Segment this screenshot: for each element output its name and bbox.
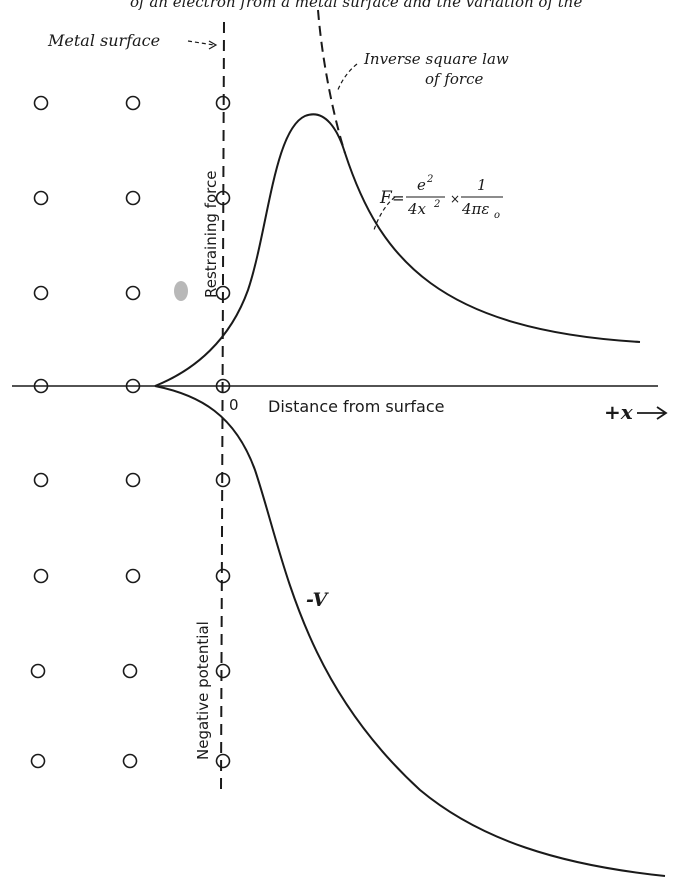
origin-label: 0: [229, 396, 239, 414]
negative-potential-curve: [154, 385, 666, 877]
formula-lhs: F: [379, 188, 393, 208]
atom-circle: [30, 753, 46, 769]
atom-circle: [33, 285, 49, 301]
x-axis-end-label: +x: [604, 400, 634, 424]
atom-lattice: [30, 95, 231, 769]
atom-circle: [215, 753, 231, 769]
formula-num1-exp: 2: [426, 174, 433, 185]
atom-circle: [30, 663, 46, 679]
atom-circle: [33, 472, 49, 488]
atom-circle: [122, 753, 138, 769]
metal-surface-line: [220, 21, 225, 791]
restraining-force-curve: [154, 113, 641, 387]
inverse-square-label-line2: of force: [425, 70, 484, 88]
atom-circle: [215, 568, 231, 584]
atom-circle: [125, 95, 141, 111]
atom-circle: [125, 190, 141, 206]
formula-den1-exp: 2: [433, 199, 440, 210]
atom-circle: [33, 95, 49, 111]
restraining-force-label: Restraining force: [202, 171, 220, 298]
metal-surface-arrowhead: [208, 40, 218, 50]
smudge-mark: [174, 281, 188, 301]
atom-circle: [122, 663, 138, 679]
metal-surface-label: Metal surface: [47, 31, 160, 50]
formula-num1: e: [417, 176, 426, 194]
inverse-square-curve: [317, 9, 346, 154]
atom-circle: [125, 568, 141, 584]
negative-potential-label: Negative potential: [194, 621, 212, 760]
header-fragment: of an electron from a metal surface and …: [130, 0, 582, 11]
metal-surface-leader: [187, 40, 215, 46]
neg-v-label: -V: [306, 589, 330, 611]
force-formula: F = e 2 4x 2 × 1 4πε o: [379, 174, 503, 221]
formula-den2-sub: o: [494, 210, 500, 221]
atom-circle: [215, 663, 231, 679]
formula-den2: 4πε: [461, 200, 489, 218]
atom-circle: [33, 568, 49, 584]
formula-times: ×: [450, 192, 460, 206]
formula-den1: 4x: [407, 200, 427, 218]
distance-axis-label: Distance from surface: [268, 397, 445, 416]
formula-leader: [373, 196, 396, 231]
x-axis-arrow: [637, 406, 668, 420]
inverse-square-label-line1: Inverse square law: [363, 50, 509, 68]
formula-num2: 1: [477, 176, 487, 194]
atom-circle: [125, 472, 141, 488]
atom-circle: [33, 190, 49, 206]
formula-equals: =: [392, 189, 405, 207]
atom-circle: [125, 285, 141, 301]
inverse-square-leader: [336, 63, 358, 93]
